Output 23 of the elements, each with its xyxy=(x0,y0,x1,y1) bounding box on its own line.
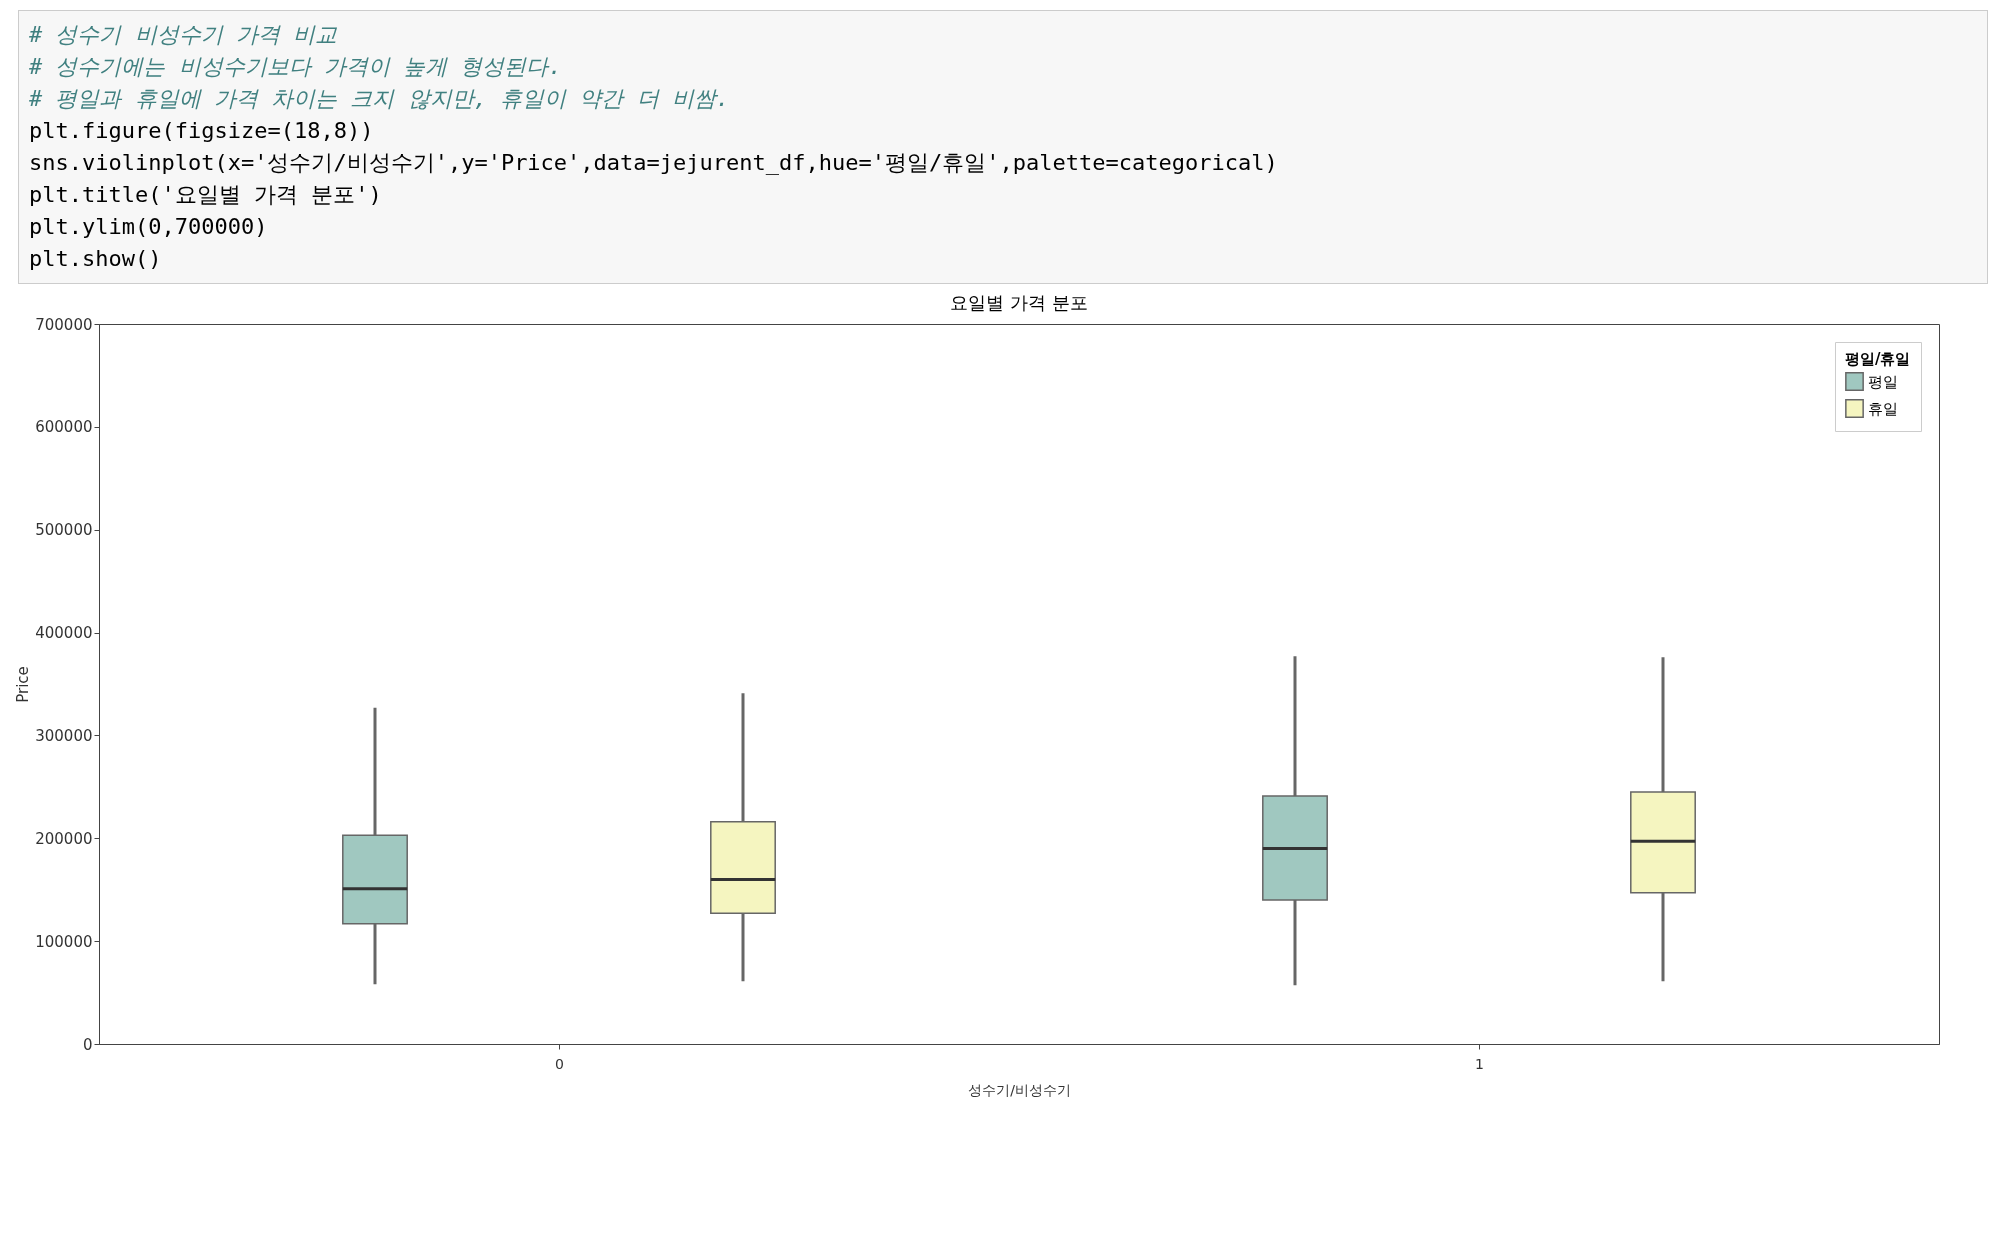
y-axis-title: Price xyxy=(14,666,33,703)
y-tick-label: 200000 xyxy=(35,829,93,848)
legend-label: 휴일 xyxy=(1868,399,1898,418)
text: plt.show() xyxy=(29,245,163,273)
chart-title: 요일별 가격 분포 xyxy=(950,292,1088,313)
x-tick-label: 1 xyxy=(1475,1055,1484,1072)
y-tick-label: 600000 xyxy=(35,418,93,437)
y-tick-label: 400000 xyxy=(35,624,93,643)
legend-title: 평일/휴일 xyxy=(1845,350,1911,368)
text: plt.figure(figsize=(18,8)) xyxy=(29,117,375,145)
text: sns.violinplot(x='성수기/비성수기',y='Price',data=jejurent_df,hue='평일/휴일',palette=categorical) xyxy=(29,149,1279,177)
legend-label: 평일 xyxy=(1868,372,1898,391)
text: # 평일과 휴일에 가격 차이는 크지 않지만, 휴일이 약간 더 비쌈. xyxy=(29,85,731,113)
text: # 성수기 비성수기 가격 비교 xyxy=(29,21,339,49)
text: plt.ylim(0,700000) xyxy=(29,213,269,241)
x-axis-title: 성수기/비성수기 xyxy=(968,1081,1071,1098)
text: plt.title('요일별 가격 분포') xyxy=(29,181,383,209)
y-tick-label: 500000 xyxy=(35,521,93,540)
y-tick-label: 700000 xyxy=(35,315,93,334)
text: # 성수기에는 비성수기보다 가격이 높게 형성된다. xyxy=(29,53,563,81)
y-tick-label: 100000 xyxy=(35,932,93,951)
y-tick-label: 0 xyxy=(82,1035,93,1054)
y-tick-label: 300000 xyxy=(35,726,93,745)
